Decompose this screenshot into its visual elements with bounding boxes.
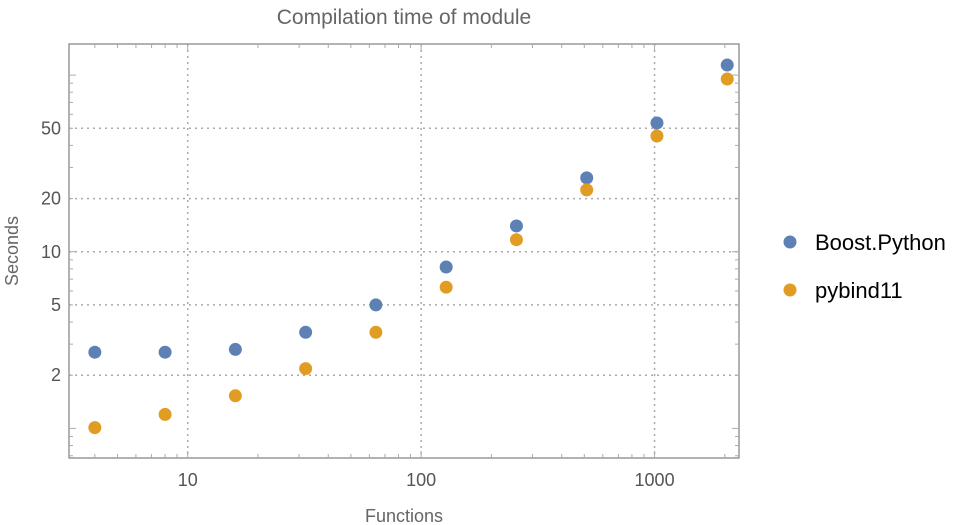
x-tick-label: 10 xyxy=(178,470,198,490)
data-point-boost-python xyxy=(509,219,523,233)
legend-label: pybind11 xyxy=(815,278,903,303)
data-point-pybind11 xyxy=(369,325,383,339)
legend: Boost.Python pybind11 xyxy=(783,230,946,303)
data-point-pybind11 xyxy=(228,389,242,403)
y-tick-label: 20 xyxy=(41,189,61,209)
data-point-pybind11 xyxy=(439,280,453,294)
y-tick-label: 50 xyxy=(41,118,61,138)
x-tick-label: 100 xyxy=(406,470,436,490)
data-point-pybind11 xyxy=(580,183,594,197)
y-tick-label: 2 xyxy=(51,365,61,385)
data-point-boost-python xyxy=(299,325,313,339)
data-point-boost-python xyxy=(88,345,102,359)
data-point-boost-python xyxy=(228,342,242,356)
data-point-boost-python xyxy=(369,298,383,312)
x-axis-label: Functions xyxy=(365,506,443,525)
chart-title: Compilation time of module xyxy=(277,6,531,29)
y-tick-label: 10 xyxy=(41,242,61,262)
data-point-boost-python xyxy=(439,260,453,274)
x-tick-label: 1000 xyxy=(635,470,675,490)
data-point-pybind11 xyxy=(509,233,523,247)
data-point-pybind11 xyxy=(650,129,664,143)
data-point-boost-python xyxy=(720,58,734,72)
data-point-pybind11 xyxy=(720,72,734,86)
legend-label: Boost.Python xyxy=(815,230,946,255)
y-axis-label: Seconds xyxy=(2,216,22,286)
y-tick-label: 5 xyxy=(51,295,61,315)
legend-marker xyxy=(783,235,797,249)
data-points xyxy=(88,58,734,435)
axis-ticks: 10 100 1000 2 5 10 20 50 xyxy=(41,44,739,490)
data-point-boost-python xyxy=(650,116,664,130)
data-point-pybind11 xyxy=(88,421,102,435)
grid xyxy=(69,44,739,458)
legend-marker xyxy=(783,283,797,297)
data-point-pybind11 xyxy=(158,407,172,421)
plot-frame xyxy=(68,43,740,459)
data-point-boost-python xyxy=(580,171,594,185)
data-point-boost-python xyxy=(158,345,172,359)
data-point-pybind11 xyxy=(299,362,313,376)
